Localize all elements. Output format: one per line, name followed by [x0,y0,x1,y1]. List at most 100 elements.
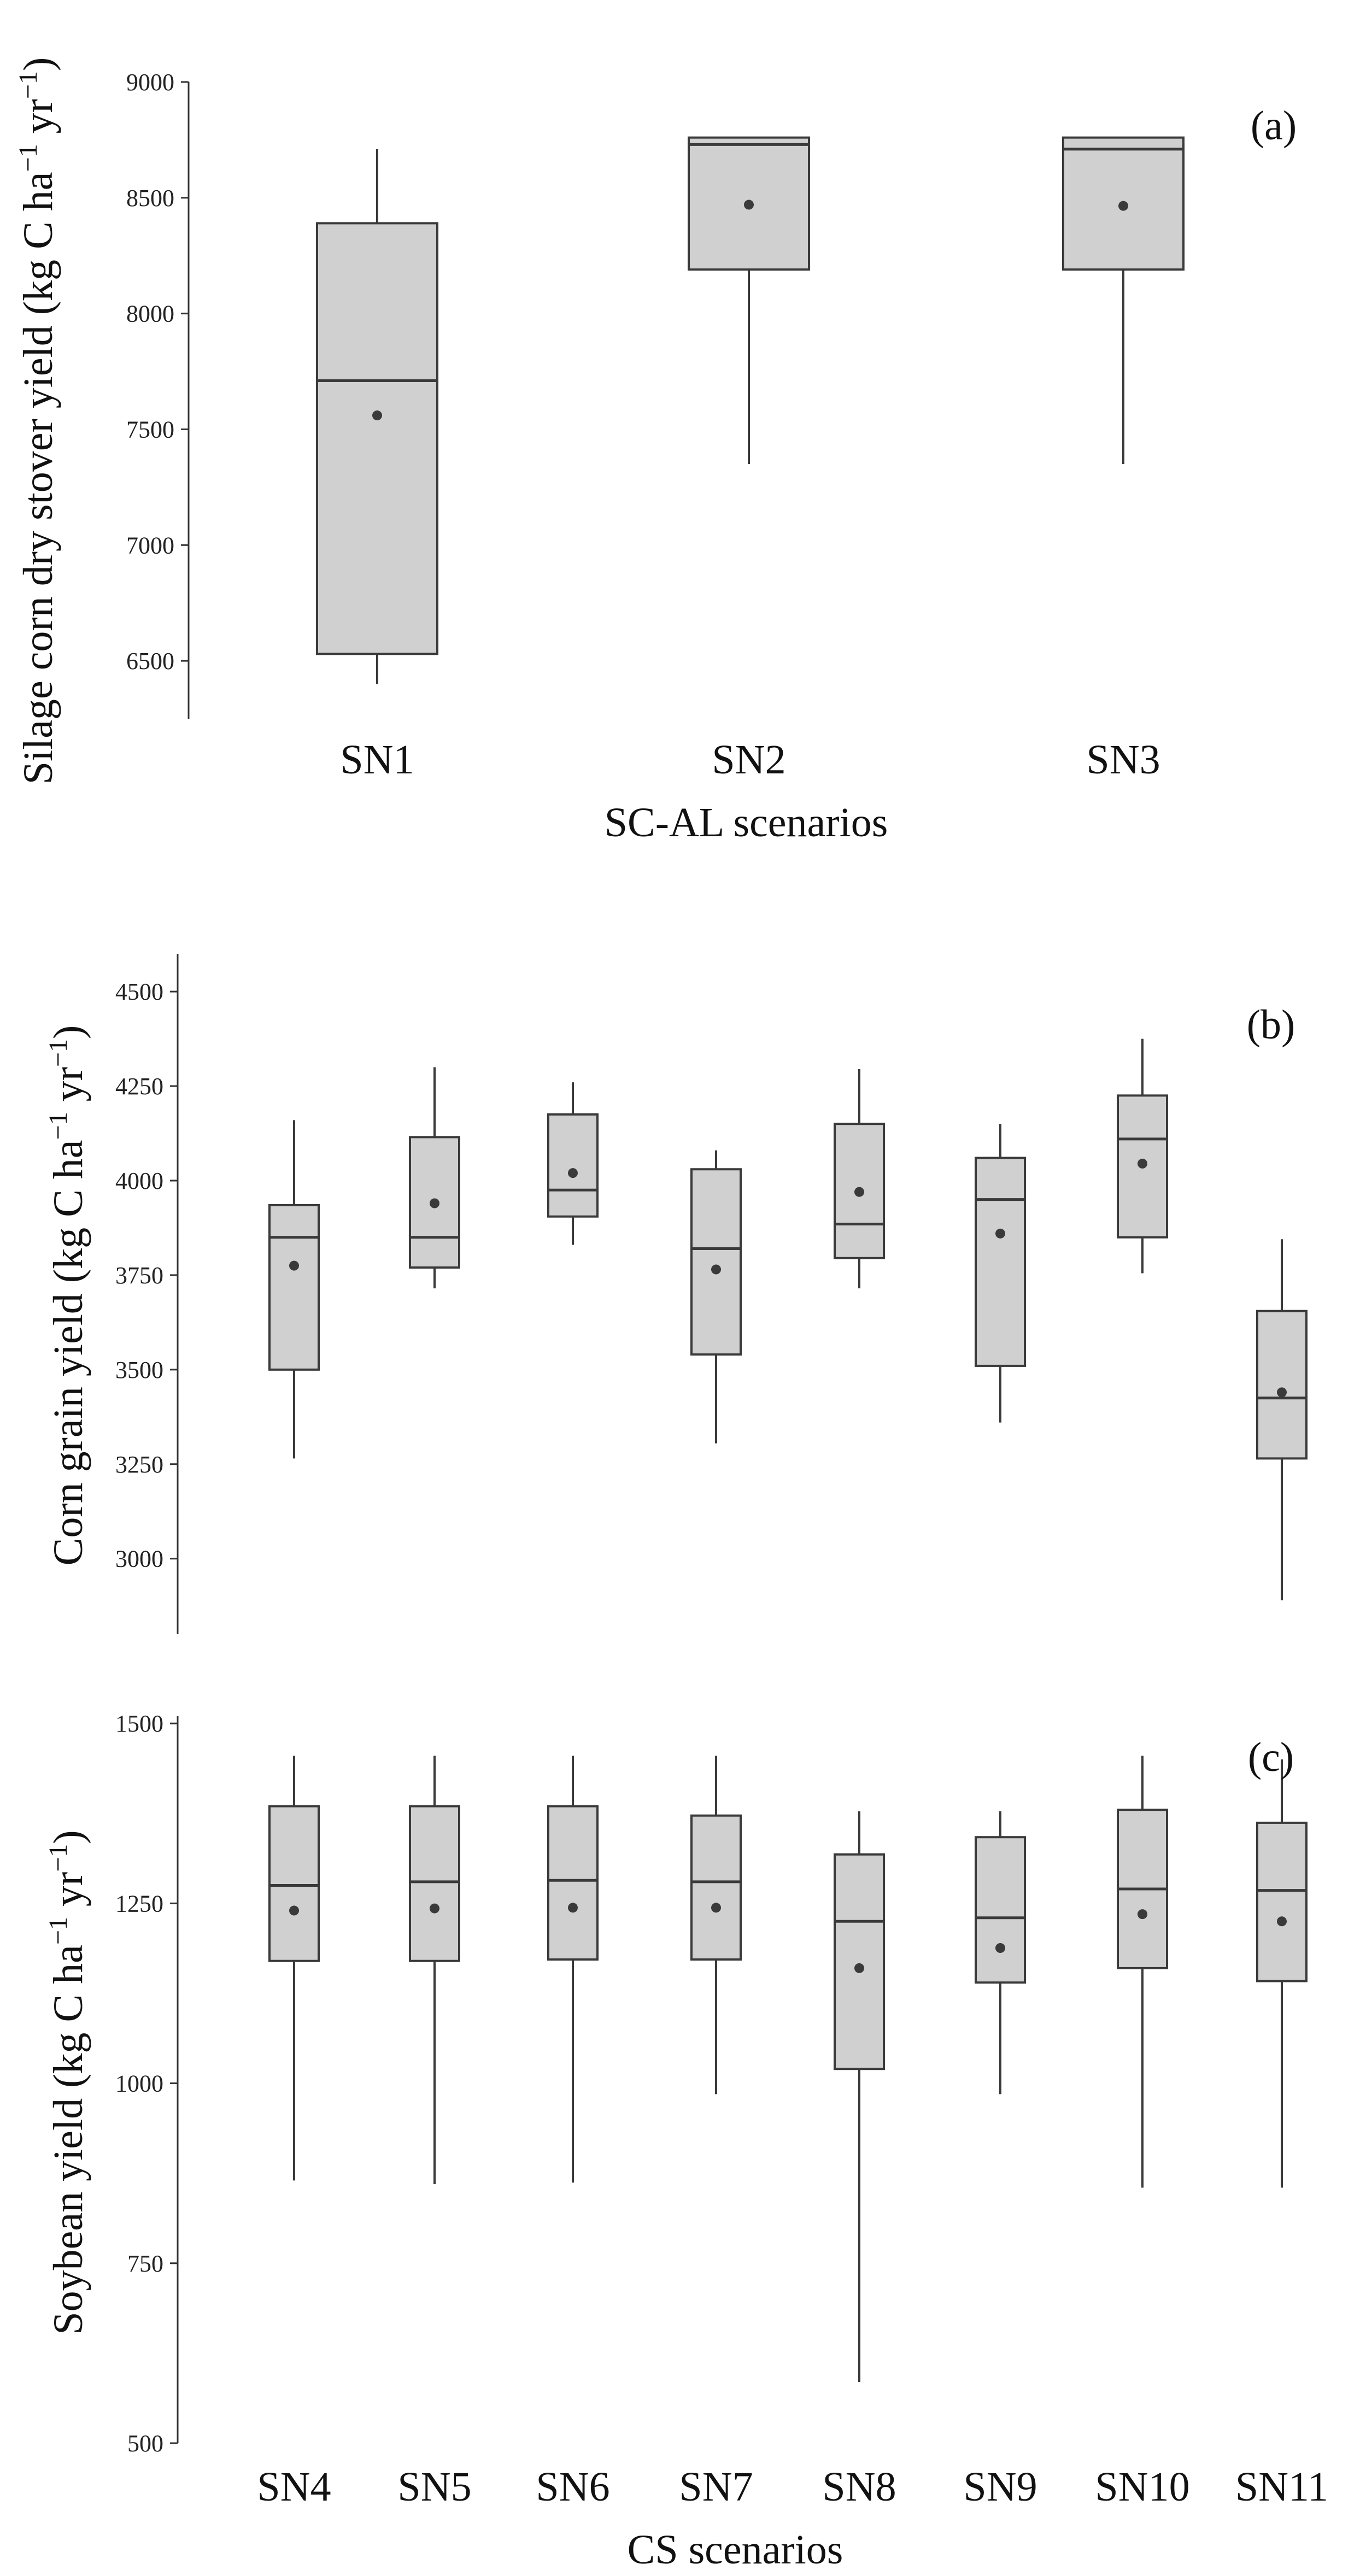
mean-point [430,1198,439,1208]
category-label-sn9: SN9 [963,2464,1037,2510]
panel-a-y-axis-title-sup1: −1 [14,144,43,172]
category-label-sn2: SN2 [712,737,785,783]
iqr-box [975,1836,1026,1984]
y-tick-label: 8500 [126,185,174,212]
box-sn3 [1062,136,1185,464]
y-tick-label: 500 [127,2430,163,2457]
panel-b-y-axis-title-main: Corn grain yield (kg C ha [45,1140,91,1565]
y-tick-label: 9000 [126,69,174,96]
iqr-box [690,1168,742,1356]
panel-a-y-axis-title-mid: yr [15,99,61,144]
panel-c-y-axis-title-end: ) [45,1830,91,1844]
box-sn11 [1256,1239,1308,1600]
y-tick-label: 7500 [126,416,174,443]
panel-a-y-axis-title-end: ) [15,57,61,71]
panel-c-category-labels: SN4 SN5 SN6 SN7 SN8 SN9 SN10 SN11 [257,2464,1328,2510]
y-tick-label: 3000 [115,1546,163,1572]
mean-point [711,1264,721,1275]
panel-b-y-axis-title-sup1: −1 [44,1112,73,1140]
category-label-sn11: SN11 [1235,2464,1328,2510]
panel-a-category-labels: SN1 SN2 SN3 [340,737,1160,783]
box-sn2 [688,136,810,464]
panel-a-y-axis-title: Silage corn dry stover yield (kg C ha−1 … [14,57,61,785]
mean-point [1118,201,1128,211]
iqr-box [1256,1821,1308,1982]
panel-a: 6500 7000 7500 8000 8500 9000 SN1 SN2 SN3 (a) S… [14,57,1297,846]
mean-point [1277,1387,1287,1398]
mean-point [568,1903,578,1913]
iqr-box [268,1204,320,1371]
panel-a-y-ticks: 6500 7000 7500 8000 8500 9000 [126,69,189,674]
mean-point [1277,1916,1287,1927]
y-tick-label: 1250 [115,1890,163,1917]
iqr-box [690,1814,742,1961]
panel-c-boxes [268,1756,1308,2383]
iqr-box [975,1157,1026,1367]
iqr-box [834,1853,885,2070]
box-sn6 [547,1082,599,1245]
box-sn6 [547,1756,599,2183]
panel-c-y-axis-title-mid: yr [45,1872,91,1917]
panel-b-y-axis-title-mid: yr [45,1067,91,1112]
panel-a-y-axis-title-main: Silage corn dry stover yield (kg C ha [15,172,61,785]
iqr-box [409,1805,460,1962]
panel-c-y-axis-title: Soybean yield (kg C ha−1 yr−1) [44,1830,91,2334]
mean-point [289,1260,299,1271]
y-tick-label: 8000 [126,301,174,327]
box-sn10 [1117,1756,1168,2188]
panel-b-y-axis-title-end: ) [45,1025,91,1039]
panel-b-y-axis-title: Corn grain yield (kg C ha−1 yr−1) [44,1025,91,1566]
mean-point [568,1168,578,1178]
y-tick-label: 7000 [126,532,174,559]
box-sn7 [690,1150,742,1444]
panel-a-tag: (a) [1251,103,1297,149]
box-sn5 [409,1067,460,1289]
panel-a-boxes [316,136,1185,684]
panel-c-y-ticks: 500 750 1000 1250 1500 [115,1710,178,2457]
category-label-sn8: SN8 [822,2464,896,2510]
panel-c-tag: (c) [1248,1734,1294,1780]
panel-c-y-axis-title-sup2: −1 [44,1844,73,1872]
box-sn4 [268,1120,320,1459]
y-tick-label: 3750 [115,1262,163,1289]
panel-b-y-axis-title-sup2: −1 [44,1039,73,1067]
y-tick-label: 4250 [115,1073,163,1100]
box-sn9 [975,1811,1026,2094]
iqr-box [268,1805,320,1962]
panel-c-x-axis-title: CS scenarios [628,2527,843,2573]
panel-a-y-axis-title-sup2: −1 [14,71,43,99]
box-sn5 [409,1756,460,2184]
mean-point [995,1943,1005,1953]
panel-c-y-axis-title-main: Soybean yield (kg C ha [45,1945,91,2334]
mean-point [744,199,754,210]
box-sn7 [690,1756,742,2094]
y-tick-label: 6500 [126,648,174,674]
mean-point [430,1903,439,1914]
panel-b-boxes [268,1038,1308,1600]
box-sn4 [268,1756,320,2181]
iqr-box [316,222,438,655]
mean-point [1138,1909,1147,1920]
box-sn9 [975,1124,1026,1423]
mean-point [372,410,382,421]
y-tick-label: 1500 [115,1710,163,1737]
iqr-box [1256,1310,1308,1460]
panel-b-tag: (b) [1247,1002,1295,1048]
box-sn8 [834,1811,885,2383]
category-label-sn1: SN1 [340,737,414,783]
y-tick-label: 3500 [115,1357,163,1383]
box-sn1 [316,149,438,684]
y-tick-label: 3250 [115,1451,163,1478]
category-label-sn4: SN4 [257,2464,331,2510]
panel-c-y-axis-title-sup1: −1 [44,1917,73,1945]
category-label-sn10: SN10 [1095,2464,1189,2510]
mean-point [1138,1158,1147,1169]
box-sn8 [834,1069,885,1289]
panel-b: 3000 3250 3500 3750 4000 4250 4500 (b) Corn gr… [44,954,1308,1634]
iqr-box [547,1805,599,1961]
category-label-sn6: SN6 [536,2464,609,2510]
y-tick-label: 4500 [115,978,163,1005]
box-sn11 [1256,1759,1308,2188]
panel-a-x-axis-title: SC-AL scenarios [605,800,888,846]
